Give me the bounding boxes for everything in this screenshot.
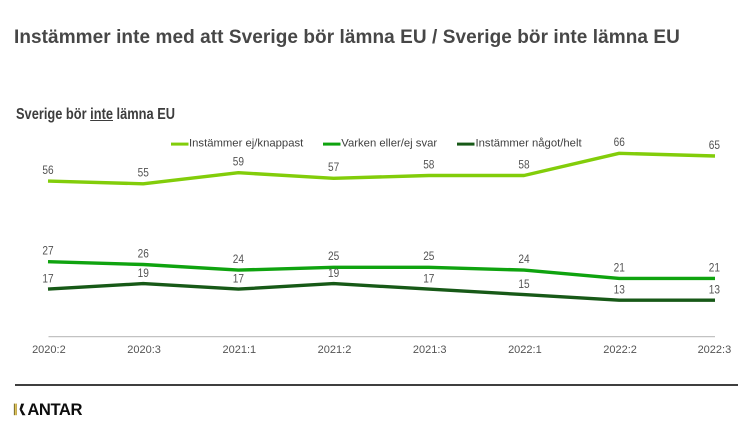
svg-text:25: 25 — [328, 250, 339, 263]
svg-text:2020:2: 2020:2 — [32, 344, 66, 356]
svg-text:25: 25 — [423, 250, 434, 263]
svg-text:24: 24 — [518, 253, 529, 266]
svg-text:55: 55 — [138, 167, 149, 180]
svg-text:66: 66 — [614, 136, 625, 149]
svg-text:Instämmer något/helt: Instämmer något/helt — [476, 138, 583, 150]
svg-text:Instämmer ej/knappast: Instämmer ej/knappast — [189, 138, 304, 150]
svg-text:24: 24 — [233, 253, 244, 266]
svg-text:21: 21 — [709, 261, 720, 274]
svg-text:2021:2: 2021:2 — [318, 344, 352, 356]
svg-text:17: 17 — [233, 273, 244, 286]
svg-text:15: 15 — [518, 278, 529, 291]
svg-text:26: 26 — [138, 248, 149, 261]
svg-text:2021:3: 2021:3 — [413, 344, 447, 356]
svg-text:56: 56 — [42, 164, 53, 177]
svg-text:17: 17 — [423, 273, 434, 286]
svg-text:2022:1: 2022:1 — [508, 344, 542, 356]
svg-text:19: 19 — [138, 267, 149, 280]
svg-text:58: 58 — [423, 159, 434, 172]
svg-text:2022:2: 2022:2 — [603, 344, 637, 356]
svg-text:65: 65 — [709, 139, 720, 152]
svg-text:2022:3: 2022:3 — [698, 344, 732, 356]
svg-text:57: 57 — [328, 161, 339, 174]
svg-text:19: 19 — [328, 267, 339, 280]
svg-text:ANTAR: ANTAR — [27, 400, 82, 419]
svg-text:17: 17 — [42, 273, 53, 286]
svg-text:21: 21 — [614, 261, 625, 274]
svg-text:2020:3: 2020:3 — [127, 344, 161, 356]
svg-text:27: 27 — [42, 245, 53, 258]
svg-text:Varken eller/ej svar: Varken eller/ej svar — [341, 138, 437, 150]
svg-text:2021:1: 2021:1 — [222, 344, 256, 356]
svg-text:13: 13 — [709, 284, 720, 297]
svg-text:59: 59 — [233, 156, 244, 169]
svg-text:58: 58 — [518, 159, 529, 172]
svg-text:13: 13 — [614, 284, 625, 297]
